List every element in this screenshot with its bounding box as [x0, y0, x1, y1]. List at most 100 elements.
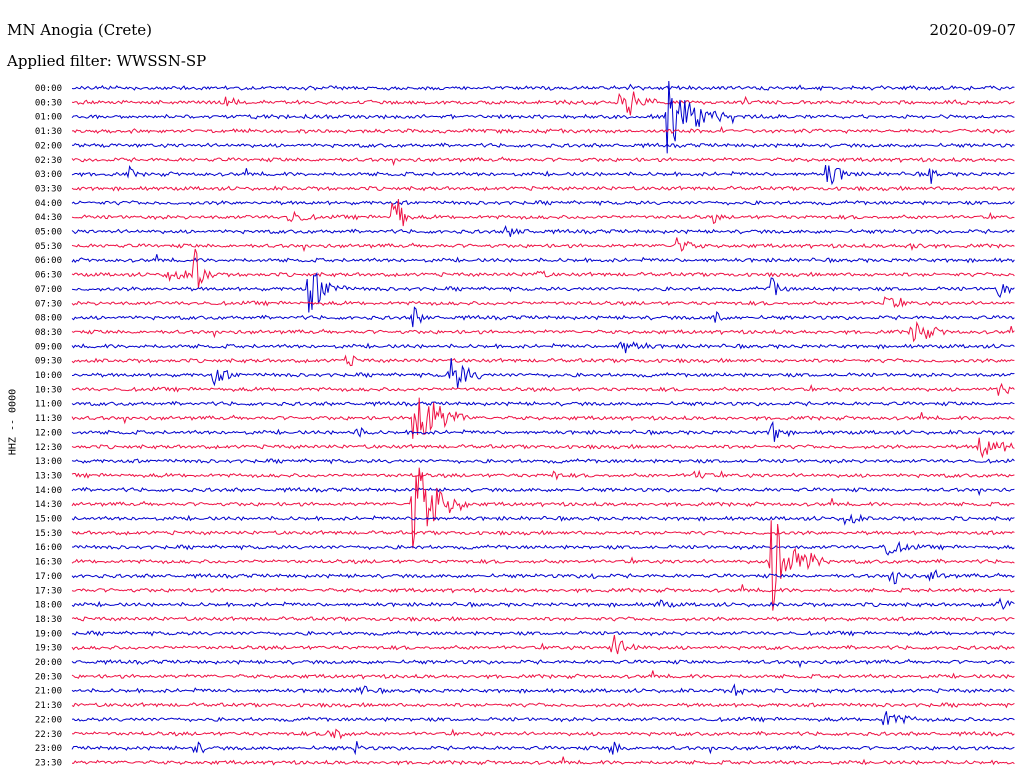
- time-label: 12:30: [35, 443, 62, 453]
- time-label: 23:00: [35, 744, 62, 754]
- time-label: 05:00: [35, 228, 62, 238]
- time-label-group: 00:00 00:30 01:00 01:30 02:00 02:30 03:00 03:30…: [35, 84, 62, 768]
- trace-line: [71, 142, 1015, 149]
- time-label: 15:30: [35, 529, 62, 539]
- trace-line: [71, 91, 1015, 116]
- trace-line: [71, 467, 1015, 549]
- time-label: 12:00: [35, 428, 62, 438]
- trace-line: [71, 486, 1015, 497]
- time-label: 08:00: [35, 314, 62, 324]
- trace-line: [71, 185, 1015, 192]
- time-label: 21:30: [35, 701, 62, 711]
- trace-line: [71, 420, 1015, 442]
- time-label: 06:30: [35, 271, 62, 281]
- trace-line: [71, 125, 1015, 135]
- trace-line: [71, 513, 1015, 526]
- time-label: 00:30: [35, 98, 62, 108]
- time-label: 03:00: [35, 170, 62, 180]
- time-label: 21:00: [35, 687, 62, 697]
- trace-line: [71, 237, 1015, 253]
- trace-line: [71, 584, 1015, 594]
- trace-line: [71, 83, 1015, 92]
- trace-line: [71, 354, 1015, 367]
- trace-line: [71, 756, 1015, 766]
- time-label: 20:00: [35, 658, 62, 668]
- time-label: 11:00: [35, 400, 62, 410]
- time-label: 07:00: [35, 285, 62, 295]
- time-label: 18:30: [35, 615, 62, 625]
- trace-line: [71, 400, 1015, 407]
- time-label: 16:00: [35, 543, 62, 553]
- time-label: 22:30: [35, 730, 62, 740]
- trace-line: [71, 156, 1015, 167]
- time-label: 14:00: [35, 486, 62, 496]
- time-label: 23:30: [35, 758, 62, 768]
- time-label: 20:30: [35, 672, 62, 682]
- time-label: 06:00: [35, 256, 62, 266]
- trace-line: [71, 199, 1015, 227]
- time-label: 03:30: [35, 184, 62, 194]
- trace-line: [71, 254, 1015, 264]
- trace-line: [71, 702, 1015, 709]
- trace-line: [71, 683, 1015, 696]
- trace-line: [71, 248, 1015, 289]
- trace-line: [71, 80, 1015, 154]
- date-label: 2020-09-07: [929, 21, 1016, 39]
- trace-line: [71, 630, 1015, 637]
- trace-line: [71, 469, 1015, 481]
- trace-line: [71, 341, 1015, 354]
- time-label: 04:00: [35, 199, 62, 209]
- time-label: 15:00: [35, 515, 62, 525]
- trace-line: [71, 199, 1015, 207]
- time-label: 16:30: [35, 558, 62, 568]
- time-label: 07:30: [35, 299, 62, 309]
- time-label: 10:30: [35, 385, 62, 395]
- trace-line: [71, 658, 1015, 669]
- trace-line: [71, 711, 1015, 726]
- time-label: 05:30: [35, 242, 62, 252]
- time-label: 19:00: [35, 629, 62, 639]
- time-label: 02:00: [35, 141, 62, 151]
- trace-line: [71, 569, 1015, 585]
- time-label: 04:30: [35, 213, 62, 223]
- time-label: 01:00: [35, 113, 62, 123]
- trace-line: [71, 382, 1015, 396]
- time-label: 17:30: [35, 586, 62, 596]
- trace-line: [71, 296, 1015, 309]
- trace-line: [71, 635, 1015, 655]
- trace-line: [71, 741, 1015, 756]
- trace-line: [71, 306, 1015, 328]
- trace-line: [71, 615, 1015, 622]
- time-label: 11:30: [35, 414, 62, 424]
- time-label: 10:00: [35, 371, 62, 381]
- trace-line: [71, 520, 1015, 611]
- trace-line: [71, 164, 1015, 186]
- time-label: 01:30: [35, 127, 62, 137]
- trace-group: [71, 80, 1015, 766]
- time-label: 08:30: [35, 328, 62, 338]
- time-label: 22:00: [35, 715, 62, 725]
- time-label: 13:30: [35, 471, 62, 481]
- trace-line: [71, 458, 1015, 465]
- time-label: 14:30: [35, 500, 62, 510]
- trace-line: [71, 529, 1015, 536]
- time-label: 09:00: [35, 342, 62, 352]
- time-label: 00:00: [35, 84, 62, 94]
- trace-line: [71, 670, 1015, 680]
- trace-line: [71, 437, 1015, 459]
- trace-line: [71, 357, 1015, 389]
- trace-line: [71, 271, 1015, 313]
- filter-label: Applied filter: WWSSN-SP: [7, 52, 207, 70]
- trace-line: [71, 597, 1015, 611]
- trace-line: [71, 540, 1015, 556]
- time-label: 13:00: [35, 457, 62, 467]
- station-title: MN Anogia (Crete): [7, 21, 153, 39]
- trace-line: [71, 728, 1015, 740]
- time-label: 19:30: [35, 644, 62, 654]
- time-label: 17:00: [35, 572, 62, 582]
- time-label: 02:30: [35, 156, 62, 166]
- trace-line: [71, 397, 1015, 439]
- trace-line: [71, 225, 1015, 237]
